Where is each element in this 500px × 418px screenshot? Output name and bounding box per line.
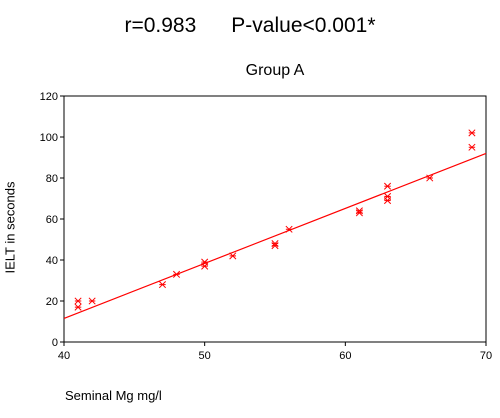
data-point <box>88 297 96 305</box>
y-tick-label: 40 <box>46 255 58 267</box>
data-point <box>172 270 181 278</box>
axes <box>63 95 487 343</box>
y-tick-label: 120 <box>40 91 58 103</box>
data-point <box>383 196 392 205</box>
y-tick-label: 0 <box>52 337 58 349</box>
data-point <box>355 209 363 217</box>
y-tick-label: 80 <box>46 173 58 185</box>
x-tick-label: 40 <box>58 350 70 362</box>
data-point <box>158 281 167 289</box>
ticks: 40 50 60 70 0 20 40 60 80 100 120 <box>40 91 492 362</box>
data-point <box>426 174 434 182</box>
regression-line-group <box>63 152 487 319</box>
x-tick-label: 50 <box>199 350 211 362</box>
y-tick-label: 60 <box>46 214 58 226</box>
data-point <box>285 225 293 233</box>
data-point <box>271 242 279 250</box>
data-point <box>74 303 82 311</box>
data-point <box>229 252 237 260</box>
x-tick-label: 60 <box>339 350 351 362</box>
data-point <box>201 262 209 270</box>
data-points <box>74 129 476 311</box>
data-point <box>74 297 82 305</box>
data-point <box>468 143 476 151</box>
data-point <box>383 182 392 190</box>
regression-line <box>63 152 487 319</box>
x-axis-label: Seminal Mg mg/l <box>65 388 162 403</box>
plot-frame <box>63 95 487 343</box>
y-tick-label: 20 <box>46 296 58 308</box>
data-point <box>468 129 476 137</box>
chart-title: Group A <box>245 62 305 79</box>
stats-line: r=0.983 P-value<0.001* <box>124 14 376 37</box>
x-tick-label: 70 <box>480 350 492 362</box>
y-tick-label: 100 <box>40 132 58 144</box>
